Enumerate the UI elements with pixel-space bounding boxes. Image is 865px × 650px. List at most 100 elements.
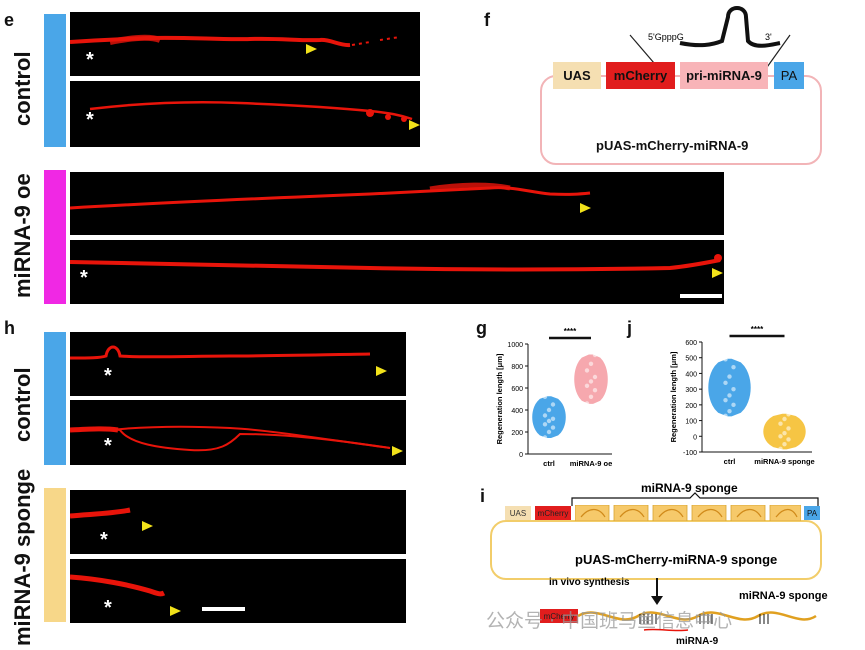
panel-letter-h: h — [4, 318, 15, 338]
data-point — [550, 402, 556, 407]
y-tick-label: 800 — [511, 364, 523, 371]
data-point — [542, 413, 548, 418]
panel-letter-f: f — [484, 10, 490, 30]
data-point — [782, 430, 787, 436]
panel-letter-g: g — [476, 318, 487, 338]
data-point — [723, 413, 728, 419]
arrowhead-growth-cone — [580, 203, 591, 213]
micrograph-e-control-1 — [70, 12, 420, 76]
arrowhead-growth-cone — [392, 446, 403, 456]
row-label-mirna9-sponge: miRNA-9 sponge — [10, 468, 35, 646]
micrograph-h-sponge-1 — [70, 490, 406, 554]
x-category-label: miRNA-9 oe — [570, 459, 613, 468]
data-point — [778, 421, 783, 426]
injury-site-star: * — [86, 109, 94, 131]
y-axis-label: Regeneration length [μm] — [669, 351, 678, 442]
mcherry-element: mCherry — [606, 62, 675, 89]
mirna-9-label: miRNA-9 — [676, 636, 719, 647]
x-category-label: ctrl — [724, 457, 736, 466]
plasmid-outline-i — [490, 520, 822, 580]
data-point — [786, 437, 791, 442]
data-point — [588, 394, 594, 399]
data-point — [786, 426, 791, 431]
y-tick-label: 100 — [685, 419, 697, 426]
data-point — [723, 357, 728, 362]
data-point — [727, 393, 732, 398]
down-arrow-icon — [651, 578, 663, 605]
injury-site-star: * — [104, 365, 112, 387]
sponge-header-label: miRNA-9 sponge — [641, 481, 738, 495]
data-point — [546, 429, 552, 435]
data-point — [550, 416, 556, 421]
micrograph-h-sponge-2 — [70, 559, 406, 623]
injury-site-star: * — [100, 529, 108, 551]
injury-site-star: * — [104, 435, 112, 457]
y-tick-label: 0 — [693, 434, 697, 441]
arrowhead-growth-cone — [170, 606, 181, 616]
data-point — [786, 412, 791, 417]
pri-mirna-9-element: pri-miRNA-9 — [680, 62, 768, 89]
y-tick-label: 1000 — [507, 342, 523, 349]
scale-bar — [680, 294, 722, 298]
row-label-mirna9-oe: miRNA-9 oe — [10, 173, 35, 298]
data-point — [588, 379, 594, 384]
control-color-bar — [44, 332, 66, 465]
control-color-bar — [44, 14, 66, 147]
data-point — [723, 397, 728, 403]
y-tick-label: 300 — [685, 387, 697, 394]
micrograph-h-control-2 — [70, 400, 406, 465]
data-point — [592, 374, 598, 380]
oe-color-bar — [44, 170, 66, 304]
panel-letter-i: i — [480, 486, 486, 506]
sponge-bracket-icon — [571, 492, 819, 506]
uas-element: UAS — [553, 62, 601, 89]
scale-bar — [202, 607, 245, 611]
mcherry-element: mCherry — [535, 506, 571, 520]
arrowhead-growth-cone — [306, 44, 317, 54]
y-tick-label: 200 — [511, 430, 523, 437]
data-point — [727, 408, 732, 414]
arrowhead-growth-cone — [376, 366, 387, 376]
arrowhead-growth-cone — [142, 521, 153, 531]
data-point — [778, 446, 783, 452]
row-label-control: control — [10, 51, 35, 126]
data-point — [778, 434, 783, 439]
violin-body — [708, 358, 751, 417]
panel-letter-e: e — [4, 10, 15, 30]
micrograph-e-control-2 — [70, 81, 420, 147]
row-label-control: control — [10, 367, 35, 442]
y-tick-label: 600 — [511, 386, 523, 393]
y-tick-label: 400 — [511, 408, 523, 415]
data-point — [782, 441, 787, 447]
synthesis-label: in vivo synthesis — [549, 577, 630, 588]
y-tick-label: -100 — [683, 450, 697, 457]
data-point — [546, 418, 552, 424]
watermark-text: 公众号 · 中国班马鱼信息中心 — [486, 610, 733, 632]
chart-j: -100 0 100 200 300 400 500 600 Regeneration leng… — [669, 325, 815, 466]
y-tick-label: 500 — [685, 356, 697, 363]
violin-body — [532, 396, 566, 438]
y-tick-label: 600 — [685, 340, 697, 347]
pa-element: PA — [804, 506, 820, 520]
y-axis-label: Regeneration length [μm] — [495, 353, 504, 444]
data-point — [588, 361, 594, 366]
arrowhead-growth-cone — [409, 120, 420, 130]
data-point — [542, 435, 548, 440]
data-point — [592, 352, 598, 358]
utr-3-label: 3' — [765, 32, 772, 42]
y-tick-label: 200 — [685, 403, 697, 410]
micrograph-h-control-1 — [70, 332, 406, 396]
x-category-label: miRNA-9 sponge — [754, 457, 814, 466]
utr-5-label: 5'GpppG — [648, 32, 684, 42]
y-tick-label: 0 — [519, 452, 523, 459]
sponge-color-bar — [44, 488, 66, 622]
data-point — [731, 364, 736, 370]
data-point — [542, 422, 548, 427]
data-point — [546, 407, 552, 413]
injury-site-star: * — [80, 267, 88, 289]
panel-letter-j: j — [627, 318, 633, 338]
data-point — [727, 374, 732, 379]
significance-label: **** — [564, 327, 577, 336]
arrowhead-growth-cone — [712, 268, 723, 278]
